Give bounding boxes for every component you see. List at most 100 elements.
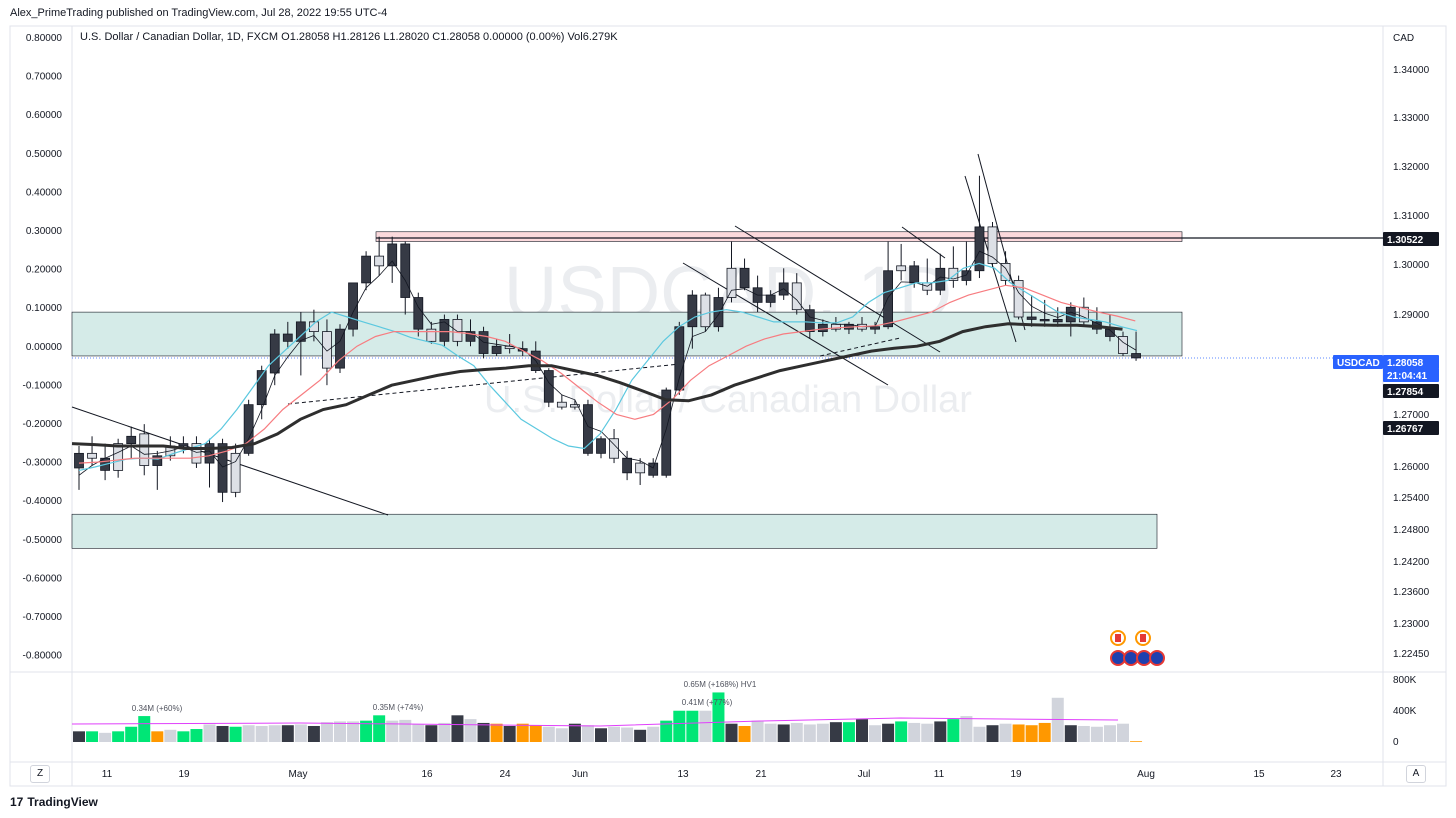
price-tag [1383, 421, 1439, 435]
time-axis-label: 15 [1253, 769, 1265, 780]
left-axis-tick: 0.00000 [26, 342, 63, 353]
candle [596, 436, 606, 459]
volume-bar [555, 728, 568, 742]
candle-body [1026, 316, 1037, 320]
ema-mid-line [78, 284, 1136, 464]
volume-annotation: 0.34M (+60%) [132, 704, 183, 713]
candle [726, 241, 737, 303]
currency-label: CAD [1393, 33, 1414, 44]
volume-bar [1103, 725, 1116, 742]
time-axis-label: Jun [572, 769, 588, 780]
volume-bar [216, 725, 229, 742]
legend-change: 0.00000 (0.00%) [483, 31, 565, 43]
volume-bar [595, 728, 607, 742]
chart-frame [9, 25, 1447, 787]
volume-bar [673, 710, 686, 742]
event-icons[interactable] [1110, 630, 1165, 666]
tradingview-logo-icon: 17 [10, 795, 24, 809]
candle-body [935, 267, 946, 291]
volume-bar [464, 719, 477, 742]
time-axis[interactable]: 11 19 May 16 24 Jun 13 21 Jul 11 19 Aug 15 23 [102, 769, 1342, 780]
volume-bar [294, 724, 307, 742]
candle-body [1039, 319, 1050, 322]
volume-bar [764, 723, 777, 742]
left-axis-tick: -0.40000 [23, 496, 63, 507]
us-flag-icon[interactable] [1123, 650, 1139, 666]
left-axis-tick: 0.80000 [26, 33, 63, 44]
volume-bar [542, 726, 555, 742]
watermark-name: U.S. Dollar / Canadian Dollar [484, 379, 972, 421]
candle-body [596, 438, 606, 454]
time-axis-label: May [289, 769, 308, 780]
candle [700, 292, 711, 332]
us-flag-icon[interactable] [1136, 650, 1152, 666]
volume-bar [1064, 725, 1077, 742]
candle-body [817, 323, 828, 333]
footer-brand[interactable]: 17 TradingView [10, 795, 98, 809]
time-axis-label: 11 [934, 769, 945, 780]
candle-body [491, 345, 502, 354]
volume-axis-tick: 0 [1393, 737, 1399, 748]
volume-bar [164, 729, 177, 742]
candle-body [87, 452, 97, 459]
candle-body [1013, 280, 1024, 318]
volume-bar [307, 725, 320, 742]
candle [661, 387, 672, 478]
volume-bar [581, 725, 594, 742]
volume-bar [986, 725, 999, 742]
candle-body [687, 294, 698, 328]
volume-bar [608, 726, 621, 742]
left-axis-tick: 0.40000 [26, 187, 63, 198]
candle-body [635, 462, 646, 474]
candle-body [400, 243, 411, 298]
candle-body [335, 328, 345, 369]
zoom-toggle-button[interactable]: Z [30, 765, 50, 783]
candle-body [1000, 263, 1011, 281]
time-axis-label: Jul [858, 769, 871, 780]
volume-bar [99, 732, 112, 742]
left-axis-tick: -0.50000 [23, 535, 63, 546]
us-flag-icon[interactable] [1149, 650, 1165, 666]
candle [948, 246, 959, 288]
candle-body [987, 226, 998, 264]
volume-bar [842, 722, 855, 742]
candle-body [439, 319, 450, 342]
volume-bar [947, 719, 960, 742]
legend-volume: Vol6.279K [567, 31, 618, 43]
candle-body [1052, 319, 1063, 323]
left-axis-tick: 0.60000 [26, 110, 63, 121]
candle [335, 324, 345, 373]
candle [426, 321, 437, 344]
ema-fast-line [78, 262, 1138, 471]
candle-body [322, 331, 332, 369]
volume-bar [1012, 724, 1025, 742]
volume-bar [112, 731, 125, 742]
candle [1026, 295, 1037, 327]
volume-bar [516, 723, 529, 742]
candle [1131, 331, 1141, 361]
us-flag-icon[interactable] [1110, 650, 1126, 666]
candle [883, 241, 893, 330]
volume-bar [177, 731, 190, 742]
candle-body [230, 452, 241, 493]
volume-axis: 800K 400K 0 [1393, 675, 1417, 748]
volume-bar [1130, 741, 1143, 742]
volume-bar [660, 720, 673, 742]
auto-scale-button[interactable]: A [1406, 765, 1426, 783]
price-tag [1383, 232, 1439, 246]
right-axis[interactable]: 1.34000 1.33000 1.32000 1.31000 1.30000 1.290… [1393, 65, 1430, 660]
volume-annotation: 0.65M (+168%) HV1 [684, 680, 757, 689]
candle-body [648, 462, 659, 476]
canada-flag-leaf [1140, 634, 1146, 642]
volume-bar [568, 723, 581, 742]
candle-body [387, 243, 398, 267]
candle-body [570, 404, 580, 408]
price-tag [1383, 368, 1439, 382]
price-tag-text: 1.30522 [1387, 235, 1424, 246]
volume-bar [399, 719, 412, 742]
volume-bar [1090, 726, 1103, 742]
candle [635, 458, 646, 486]
volume-bar [908, 722, 921, 742]
volume-layer [71, 692, 1143, 742]
